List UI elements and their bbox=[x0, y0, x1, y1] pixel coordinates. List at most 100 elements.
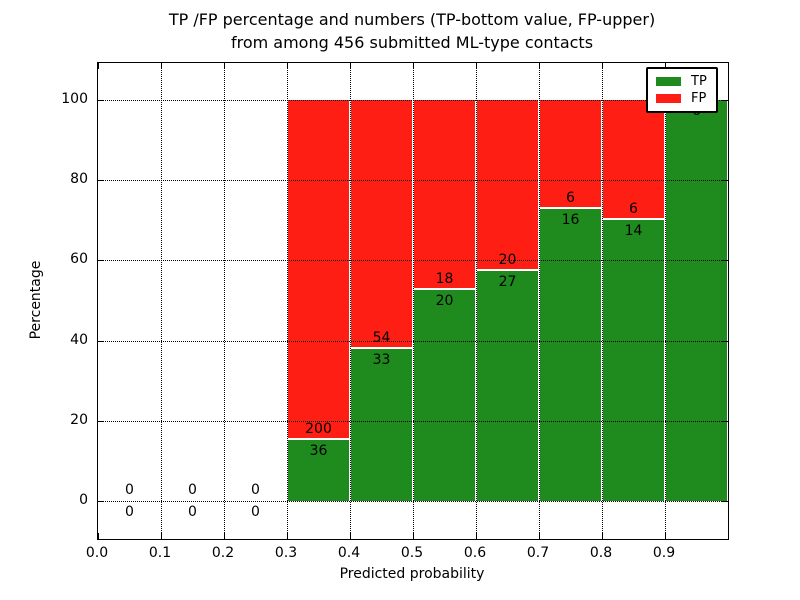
fp-legend-swatch-icon bbox=[656, 94, 681, 103]
bar-fp-0.4 bbox=[351, 100, 412, 349]
x-tick-label-0.9: 0.9 bbox=[652, 545, 676, 561]
bar-fp-0.6 bbox=[477, 100, 538, 271]
legend-entry-fp: FP bbox=[656, 91, 708, 106]
x-tick-label-0.2: 0.2 bbox=[211, 545, 235, 561]
x-tick-label-0.6: 0.6 bbox=[463, 545, 487, 561]
gridline-v-0.6 bbox=[476, 63, 477, 539]
legend-label-fp: FP bbox=[691, 91, 707, 106]
x-tick-bottom-0.4 bbox=[350, 533, 351, 539]
legend-entry-tp: TP bbox=[656, 74, 708, 89]
x-tick-label-0.7: 0.7 bbox=[526, 545, 550, 561]
gridline-v-0.7 bbox=[539, 63, 540, 539]
y-tick-label-0: 0 bbox=[79, 492, 88, 508]
tp-count-label-0: 0 bbox=[125, 504, 134, 520]
x-tick-top-0.3 bbox=[287, 63, 288, 69]
y-tick-right-40 bbox=[722, 340, 728, 342]
bar-tp-0.4 bbox=[351, 348, 412, 501]
x-tick-top-0 bbox=[98, 63, 99, 69]
x-tick-bottom-0.9 bbox=[665, 533, 666, 539]
fp-count-label-0.7: 6 bbox=[566, 190, 575, 207]
x-tick-bottom-0.7 bbox=[539, 533, 540, 539]
x-tick-label-0.3: 0.3 bbox=[274, 545, 298, 561]
bar-fp-0.8 bbox=[603, 100, 664, 221]
x-axis-label: Predicted probability bbox=[339, 566, 485, 582]
tp-legend-swatch-icon bbox=[656, 77, 681, 86]
gridline-v-0.2 bbox=[224, 63, 225, 539]
y-tick-left-20 bbox=[98, 420, 104, 422]
fp-count-label-0.4: 54 bbox=[372, 329, 391, 346]
bar-fp-0.3 bbox=[288, 100, 349, 440]
tp-count-label-0.5: 20 bbox=[435, 292, 454, 309]
legend-label-tp: TP bbox=[691, 74, 707, 89]
y-tick-right-20 bbox=[722, 420, 728, 422]
y-tick-label-60: 60 bbox=[70, 251, 88, 268]
fp-count-label-0: 0 bbox=[125, 482, 134, 498]
x-tick-top-0.9 bbox=[665, 63, 666, 69]
y-tick-left-100 bbox=[98, 100, 104, 101]
x-tick-top-0.1 bbox=[161, 63, 162, 69]
y-tick-left-60 bbox=[98, 260, 104, 262]
tp-count-label-0.4: 33 bbox=[372, 351, 391, 368]
gridline-v-0.5 bbox=[413, 63, 414, 539]
x-tick-label-0.8: 0.8 bbox=[589, 545, 613, 561]
tp-count-label-0.2: 0 bbox=[251, 504, 260, 520]
x-tick-label-0.4: 0.4 bbox=[337, 545, 361, 561]
x-tick-top-0.5 bbox=[413, 63, 414, 69]
gridline-v-0.3 bbox=[287, 63, 288, 539]
tp-count-label-0.1: 0 bbox=[188, 504, 197, 520]
x-tick-bottom-0.6 bbox=[476, 533, 477, 539]
y-tick-label-100: 100 bbox=[61, 91, 88, 107]
x-tick-label-0.5: 0.5 bbox=[400, 545, 424, 561]
tp-count-label-0.7: 16 bbox=[561, 212, 580, 229]
y-tick-left-40 bbox=[98, 340, 104, 342]
fp-count-label-0.5: 18 bbox=[435, 270, 454, 287]
bar-tp-0.5 bbox=[414, 289, 475, 501]
fp-count-label-0.6: 20 bbox=[498, 251, 517, 268]
x-tick-bottom-0.8 bbox=[602, 533, 603, 539]
bar-fp-0.7 bbox=[540, 100, 601, 210]
x-tick-bottom-0 bbox=[98, 533, 99, 539]
y-tick-right-0 bbox=[722, 501, 728, 502]
y-tick-left-0 bbox=[98, 501, 104, 502]
y-axis-label: Percentage bbox=[28, 260, 44, 340]
x-tick-bottom-0.5 bbox=[413, 533, 414, 539]
bar-tp-0.3 bbox=[288, 439, 349, 501]
y-tick-right-80 bbox=[722, 180, 728, 182]
y-tick-left-80 bbox=[98, 180, 104, 182]
y-tick-label-40: 40 bbox=[70, 331, 88, 348]
x-tick-top-0.4 bbox=[350, 63, 351, 69]
bar-tp-0.7 bbox=[540, 209, 601, 501]
chart-title-line2: from among 456 submitted ML-type contact… bbox=[230, 33, 594, 52]
x-tick-label-0.0: 0.0 bbox=[85, 545, 109, 561]
x-tick-top-0.2 bbox=[224, 63, 225, 69]
legend: TP FP bbox=[646, 67, 718, 113]
x-tick-bottom-0.3 bbox=[287, 533, 288, 539]
gridline-v-0.9 bbox=[665, 63, 666, 539]
gridline-v-0.4 bbox=[350, 63, 351, 539]
y-tick-label-80: 80 bbox=[70, 171, 88, 188]
tp-count-label-0.3: 36 bbox=[309, 442, 328, 459]
x-tick-bottom-0.2 bbox=[224, 533, 225, 539]
bar-tp-0.8 bbox=[603, 220, 664, 501]
y-tick-right-100 bbox=[722, 100, 728, 101]
fp-count-label-0.3: 200 bbox=[305, 420, 332, 437]
fp-count-label-0.2: 0 bbox=[251, 482, 260, 498]
plot-area: 0000002003654331820202761661406 bbox=[97, 62, 729, 540]
chart-title-line1: TP /FP percentage and numbers (TP-bottom… bbox=[168, 10, 656, 29]
bar-tp-0.9 bbox=[666, 100, 727, 501]
x-tick-label-0.1: 0.1 bbox=[148, 545, 172, 561]
chart-title: TP /FP percentage and numbers (TP-bottom… bbox=[97, 8, 727, 54]
y-tick-right-60 bbox=[722, 260, 728, 262]
y-tick-label-20: 20 bbox=[70, 411, 88, 428]
fp-count-label-0.8: 6 bbox=[629, 201, 638, 218]
tp-count-label-0.6: 27 bbox=[498, 273, 517, 290]
x-tick-top-0.6 bbox=[476, 63, 477, 69]
x-tick-top-0.7 bbox=[539, 63, 540, 69]
x-tick-top-0.8 bbox=[602, 63, 603, 69]
x-tick-bottom-0.1 bbox=[161, 533, 162, 539]
bar-tp-0.6 bbox=[477, 270, 538, 501]
gridline-v-0.8 bbox=[602, 63, 603, 539]
tp-count-label-0.8: 14 bbox=[624, 223, 643, 240]
fp-count-label-0.1: 0 bbox=[188, 482, 197, 498]
